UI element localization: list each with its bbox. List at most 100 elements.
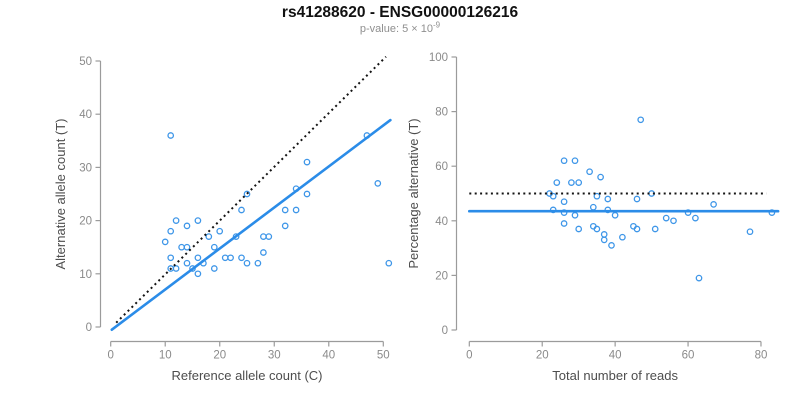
y-tick-label: 20 [79, 216, 92, 228]
data-point [227, 254, 234, 262]
x-tick-label: 20 [213, 350, 226, 362]
y-tick-label: 40 [79, 109, 92, 121]
x-tick-label: 40 [609, 350, 622, 362]
data-point [183, 222, 191, 230]
data-point [167, 132, 175, 139]
data-point [670, 217, 677, 225]
figure-title: rs41288620 - ENSG00000126216 [281, 4, 519, 21]
data-point [243, 190, 251, 198]
x-tick-label: 0 [107, 350, 113, 362]
data-point [161, 238, 169, 246]
data-point [611, 211, 619, 219]
data-point [385, 259, 393, 267]
data-point [210, 265, 218, 272]
ref-vs-alt-count-plot: 0 10 20 30 40 50 0 10 20 30 40 50 Reference allele c… [53, 55, 393, 383]
data-point [575, 225, 583, 233]
x-axis-title: Reference allele count (C) [171, 368, 322, 383]
y-tick-label: 80 [435, 107, 448, 119]
x-tick-label: 40 [322, 350, 335, 362]
data-point [374, 180, 382, 187]
data-point [549, 192, 557, 200]
data-point [183, 259, 191, 267]
data-point [710, 201, 717, 208]
data-point [210, 243, 218, 251]
data-point [172, 265, 180, 272]
data-point [692, 214, 699, 222]
data-point [303, 190, 311, 198]
data-point [167, 254, 175, 262]
data-point [194, 254, 202, 262]
data-point [600, 236, 608, 244]
data-point [238, 254, 245, 262]
data-point [651, 225, 659, 233]
multiplication-sign: × [408, 23, 421, 35]
x-tick-label: 60 [682, 350, 695, 362]
regression-line [110, 118, 392, 332]
y-axis-title: Alternative allele count (T) [53, 118, 68, 269]
x-tick-label: 10 [159, 350, 172, 362]
data-point [243, 259, 251, 267]
reads-vs-percentage-plot: 0 20 40 60 80 100 0 20 40 60 80 Total number of rea… [406, 52, 780, 383]
data-point [281, 206, 289, 214]
data-point [568, 179, 575, 186]
y-tick-label: 30 [79, 162, 92, 174]
data-point [194, 217, 202, 224]
data-point [194, 270, 202, 278]
data-point [593, 192, 601, 200]
y-tick-label: 50 [79, 56, 92, 68]
data-point [260, 249, 267, 256]
data-point [597, 173, 604, 181]
x-tick-label: 30 [268, 350, 281, 362]
data-point [695, 274, 703, 282]
data-point [221, 254, 229, 262]
data-point [633, 195, 641, 203]
p-value-label: p-value: [359, 23, 403, 35]
data-point [662, 214, 670, 222]
data-point [593, 225, 601, 233]
data-point [292, 206, 300, 214]
data-point [571, 211, 579, 219]
data-point [216, 227, 224, 235]
identity-line [115, 55, 387, 324]
data-point [619, 233, 626, 241]
data-point [637, 116, 645, 124]
x-tick-label: 0 [466, 350, 472, 362]
p-value-base: 10 [420, 23, 433, 35]
data-point [553, 179, 561, 186]
data-point [600, 231, 608, 238]
data-point [167, 227, 175, 235]
data-point [633, 225, 641, 233]
data-point [575, 179, 583, 186]
data-point [178, 243, 185, 251]
data-point [183, 243, 191, 251]
p-value-subtitle: p-value: 5 × 10-9 [0, 20, 800, 35]
x-tick-label: 20 [536, 350, 549, 362]
p-value-exponent: -9 [433, 20, 441, 30]
y-tick-label: 100 [429, 52, 448, 64]
y-tick-label: 10 [79, 269, 92, 281]
data-point [172, 217, 180, 224]
y-tick-label: 60 [435, 161, 448, 173]
x-axis-title: Total number of reads [552, 368, 678, 383]
data-point [560, 220, 568, 227]
y-tick-label: 0 [86, 322, 92, 334]
data-point [303, 158, 311, 166]
data-point [260, 233, 267, 240]
y-axis-title: Percentage alternative (T) [406, 118, 421, 268]
y-tick-label: 20 [435, 270, 448, 282]
y-tick-label: 40 [435, 216, 448, 228]
data-point [586, 168, 593, 176]
data-point [608, 242, 615, 249]
data-point [571, 157, 579, 165]
x-tick-label: 50 [377, 350, 390, 362]
data-point [560, 198, 568, 206]
data-point [265, 233, 273, 240]
data-point [205, 233, 213, 240]
data-point [281, 222, 289, 230]
x-tick-label: 80 [755, 350, 768, 362]
data-point [746, 228, 754, 236]
y-tick-label: 0 [442, 325, 448, 337]
data-point [589, 203, 597, 211]
